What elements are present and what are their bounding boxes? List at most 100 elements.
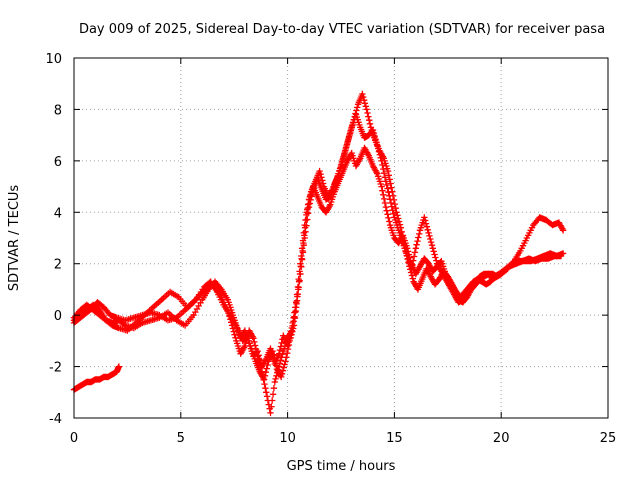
- data-point: [431, 270, 435, 273]
- data-point: [104, 319, 108, 322]
- data-point: [282, 334, 285, 337]
- chart-title: Day 009 of 2025, Sidereal Day-to-day VTE…: [79, 22, 605, 37]
- data-point: [192, 313, 195, 317]
- data-point: [79, 313, 82, 317]
- data-point: [425, 267, 428, 271]
- data-point: [427, 262, 430, 265]
- data-point: [117, 326, 121, 330]
- data-point: [337, 172, 341, 175]
- data-point: [111, 321, 114, 325]
- data-point: [183, 308, 187, 312]
- data-point: [354, 164, 358, 168]
- data-point: [316, 177, 319, 181]
- data-point: [532, 223, 535, 227]
- data-point: [318, 169, 321, 173]
- data-point: [111, 373, 114, 376]
- data-point: [388, 198, 392, 201]
- data-point: [367, 154, 370, 157]
- data-point: [312, 187, 315, 191]
- data-point: [401, 241, 405, 245]
- data-point: [267, 360, 270, 363]
- data-point: [115, 370, 118, 373]
- data-point: [98, 313, 101, 317]
- data-point: [282, 349, 285, 353]
- data-point: [320, 205, 323, 209]
- data-point: [480, 280, 484, 283]
- data-point: [346, 159, 349, 163]
- y-tick-label: 4: [54, 206, 62, 221]
- data-point: [384, 180, 388, 183]
- data-point: [333, 182, 336, 186]
- data-point: [491, 277, 494, 281]
- data-point: [324, 211, 328, 214]
- data-point: [410, 267, 413, 271]
- data-point: [423, 257, 426, 260]
- data-point: [427, 231, 430, 235]
- data-point: [92, 308, 95, 312]
- data-point: [260, 370, 264, 373]
- y-tick-label: 8: [54, 103, 62, 118]
- data-point: [414, 247, 417, 250]
- axis-ticks: 0 5 10 15 20 25 -4 -2 0 2 4 6 8 10: [45, 52, 616, 446]
- data-point: [203, 285, 206, 289]
- data-point: [444, 277, 447, 281]
- data-point: [271, 349, 274, 353]
- data-point: [397, 229, 400, 232]
- data-point: [433, 283, 437, 286]
- data-point: [485, 283, 488, 286]
- data-point: [252, 337, 255, 340]
- data-point: [303, 236, 306, 240]
- data-point: [384, 205, 388, 209]
- data-point: [215, 290, 219, 294]
- data-point: [132, 316, 136, 319]
- data-point: [453, 293, 456, 296]
- x-tick-label: 20: [493, 431, 510, 446]
- data-point: [365, 108, 368, 111]
- data-point: [134, 321, 138, 325]
- data-point: [320, 187, 323, 191]
- data-point: [341, 157, 345, 160]
- data-point: [553, 254, 556, 258]
- data-point: [538, 216, 541, 219]
- data-point: [247, 329, 251, 332]
- data-point: [440, 259, 443, 263]
- data-point: [544, 218, 548, 222]
- x-tick-label: 25: [600, 431, 617, 446]
- data-point: [487, 272, 490, 276]
- data-point: [151, 306, 155, 309]
- data-point: [207, 288, 210, 291]
- data-point: [239, 337, 242, 340]
- data-point: [177, 295, 180, 299]
- data-point: [551, 223, 554, 227]
- data-point: [461, 298, 464, 301]
- data-point: [371, 164, 375, 168]
- data-point: [143, 313, 146, 317]
- x-tick-label: 15: [386, 431, 403, 446]
- data-point: [438, 277, 441, 281]
- data-point: [376, 144, 379, 147]
- data-point: [85, 308, 89, 312]
- data-point: [299, 272, 302, 276]
- data-point: [286, 337, 289, 340]
- data-point: [561, 252, 565, 255]
- data-point: [371, 128, 375, 132]
- data-point: [412, 280, 415, 283]
- data-point: [92, 303, 95, 307]
- data-point: [239, 352, 242, 355]
- data-point: [254, 360, 257, 363]
- data-point: [126, 329, 129, 332]
- data-point: [546, 257, 550, 260]
- data-point: [395, 211, 398, 214]
- data-point: [265, 391, 268, 394]
- data-point: [132, 326, 136, 330]
- data-point: [429, 275, 432, 278]
- data-point: [158, 316, 161, 319]
- series-track-2: [70, 90, 567, 383]
- data-point: [269, 347, 272, 350]
- data-point: [98, 308, 101, 312]
- data-point: [316, 195, 319, 199]
- data-point: [495, 275, 499, 278]
- y-tick-label: -4: [49, 412, 62, 427]
- data-point: [222, 303, 225, 307]
